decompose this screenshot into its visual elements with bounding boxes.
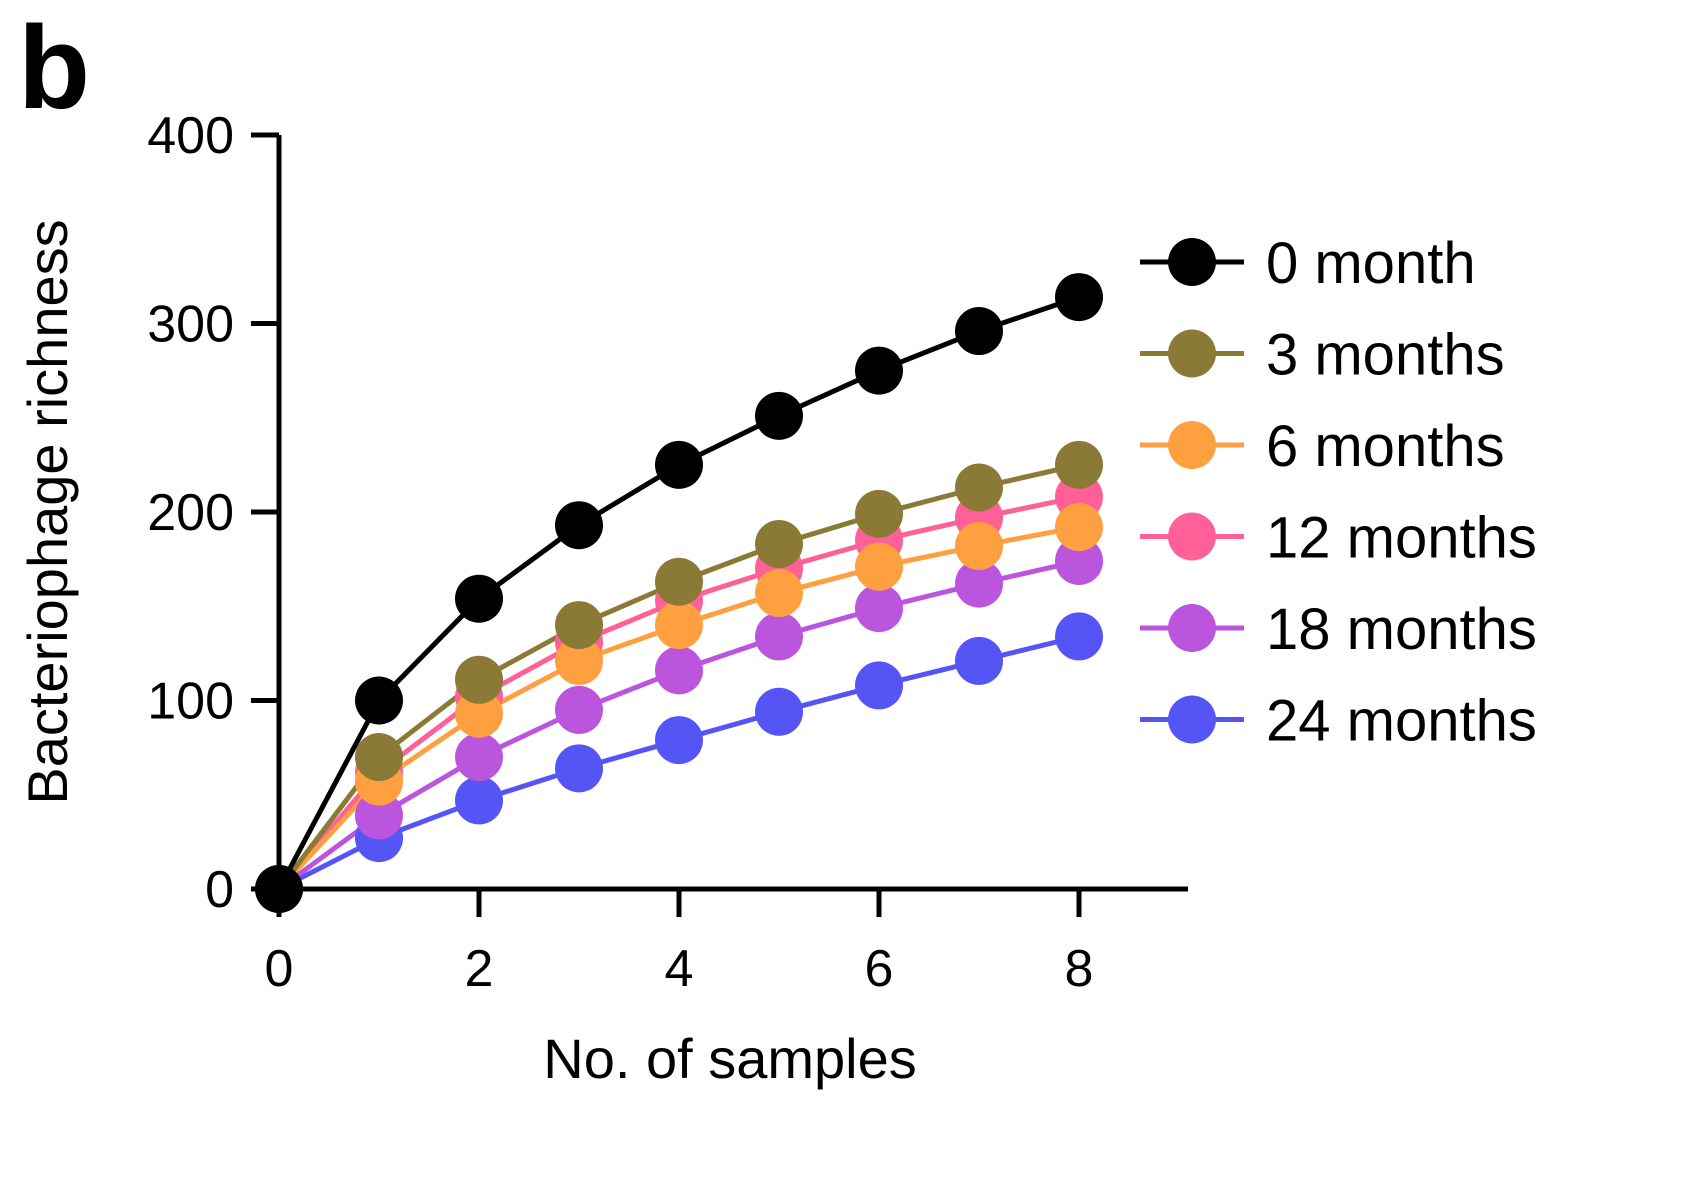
legend-marker	[1168, 604, 1216, 652]
legend-label: 12 months	[1266, 506, 1537, 571]
legend: 0 month 3 months 6 months 12 months 18 month…	[1140, 231, 1537, 754]
data-point	[655, 440, 703, 489]
data-point	[855, 489, 903, 538]
legend-item: 18 months	[1140, 597, 1537, 662]
data-point	[955, 521, 1003, 570]
data-point	[755, 569, 803, 618]
legend-marker	[1168, 695, 1216, 744]
y-tick-label: 400	[147, 107, 234, 165]
data-point	[855, 661, 903, 710]
data-point	[555, 744, 603, 793]
y-tick-label: 0	[205, 861, 234, 919]
data-point	[755, 612, 803, 661]
data-point	[355, 676, 403, 725]
data-point	[455, 574, 503, 623]
legend-item: 0 month	[1140, 231, 1476, 296]
data-point	[555, 501, 603, 550]
panel-label: b	[18, 2, 90, 134]
data-point	[655, 601, 703, 650]
legend-marker	[1168, 421, 1216, 469]
data-point	[1055, 612, 1103, 661]
data-point	[955, 463, 1003, 512]
legend-label: 18 months	[1266, 597, 1537, 662]
legend-marker	[1168, 512, 1216, 561]
data-point	[355, 733, 403, 782]
data-point	[455, 689, 503, 738]
data-point	[555, 601, 603, 650]
x-tick-label: 6	[865, 940, 894, 998]
data-point	[1055, 273, 1103, 322]
legend-marker	[1168, 329, 1216, 378]
data-point	[355, 791, 403, 840]
legend-item: 24 months	[1140, 689, 1537, 754]
x-tick-label: 2	[465, 940, 494, 998]
legend-label: 0 month	[1266, 231, 1476, 296]
x-tick-label: 0	[265, 940, 294, 998]
x-axis-title: No. of samples	[543, 1027, 917, 1090]
legend-marker	[1168, 238, 1216, 286]
data-point	[455, 733, 503, 782]
legend-item: 3 months	[1140, 323, 1505, 388]
data-point	[955, 559, 1003, 608]
legend-label: 3 months	[1266, 323, 1505, 388]
y-ticks: 0 100 200 300 400	[147, 107, 279, 919]
data-point	[555, 636, 603, 685]
data-point	[455, 776, 503, 825]
data-point	[855, 346, 903, 395]
legend-label: 24 months	[1266, 689, 1537, 754]
data-point	[255, 865, 303, 913]
plot-points	[255, 273, 1103, 913]
data-point	[755, 391, 803, 440]
legend-label: 6 months	[1266, 414, 1505, 479]
data-point	[655, 716, 703, 765]
data-point	[1055, 440, 1103, 489]
data-point	[955, 307, 1003, 356]
y-tick-label: 100	[147, 673, 234, 731]
data-point	[655, 646, 703, 695]
y-axis-title: Bacteriophage richness	[16, 219, 79, 804]
legend-item: 12 months	[1140, 506, 1537, 571]
data-point	[1055, 503, 1103, 552]
data-point	[855, 542, 903, 591]
data-point	[755, 687, 803, 736]
x-tick-label: 8	[1065, 940, 1094, 998]
data-point	[655, 557, 703, 606]
data-point	[1055, 537, 1103, 586]
y-tick-label: 300	[147, 296, 234, 354]
data-point	[455, 655, 503, 704]
data-point	[555, 685, 603, 734]
y-tick-label: 200	[147, 484, 234, 542]
axes	[276, 135, 1188, 892]
data-point	[755, 520, 803, 569]
data-point	[955, 636, 1003, 685]
legend-item: 6 months	[1140, 414, 1505, 479]
data-point	[855, 584, 903, 633]
x-tick-label: 4	[665, 940, 694, 998]
x-ticks: 0 2 4 6 8	[265, 889, 1094, 998]
